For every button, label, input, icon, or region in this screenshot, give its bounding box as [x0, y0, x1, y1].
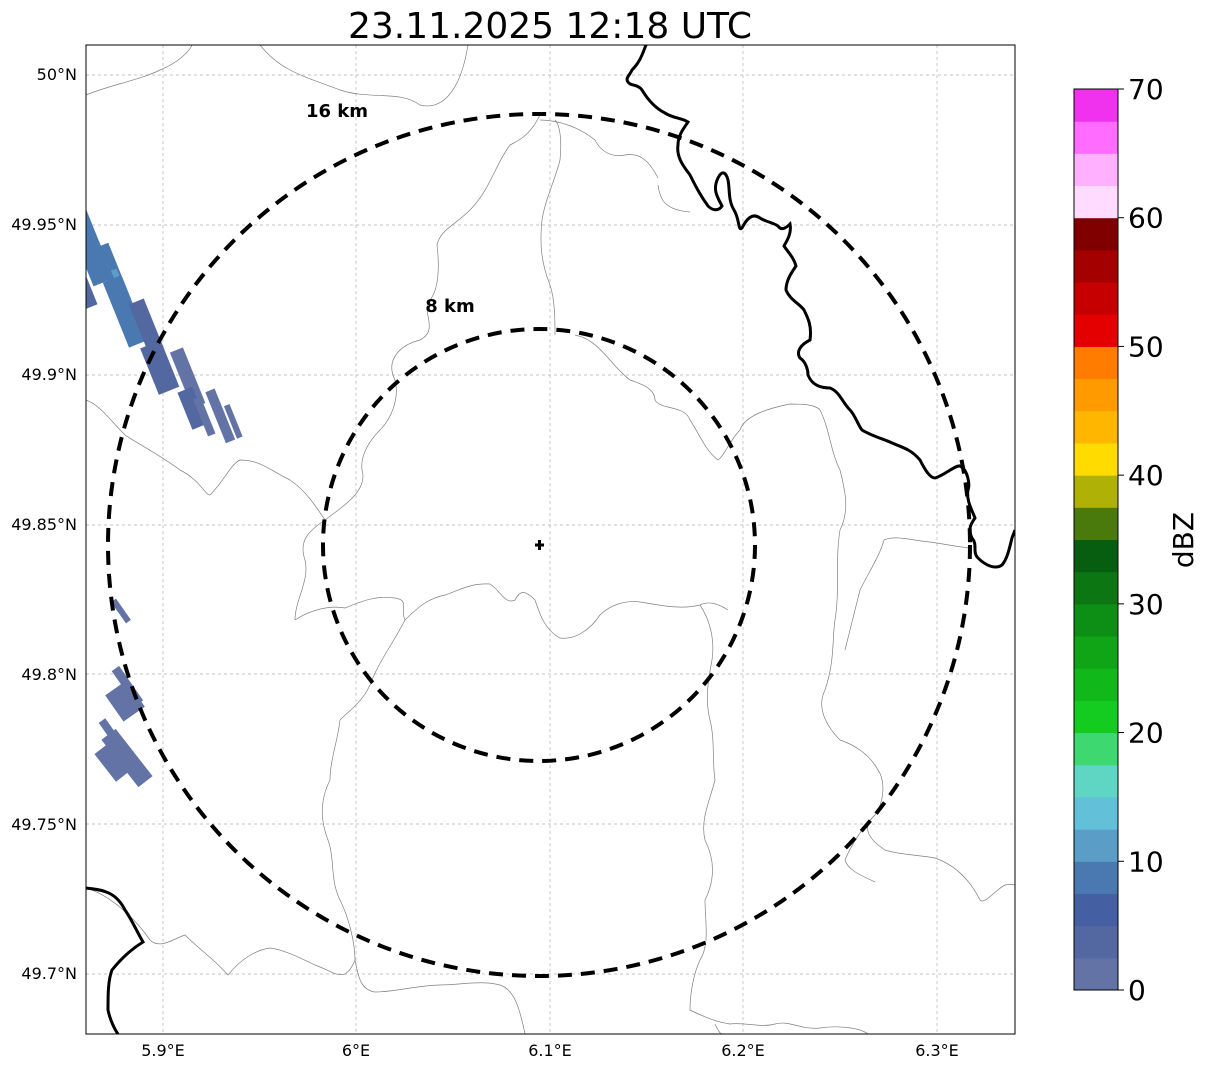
- plus-icon: [535, 540, 544, 550]
- colorbar-ticks: 0 10 20 30 40 50 60 70: [1118, 73, 1164, 1007]
- colorbar-label: dBZ: [1167, 512, 1200, 568]
- colorbar-segment: [1074, 636, 1118, 669]
- colorbar-tick-label: 10: [1128, 845, 1164, 878]
- colorbar-segment: [1074, 249, 1118, 283]
- colorbar-segment: [1074, 121, 1118, 154]
- map-frame: [86, 45, 1015, 1034]
- colorbar-segment: [1074, 475, 1118, 508]
- colorbar-segments: [1074, 89, 1118, 991]
- colorbar-tick-label: 30: [1128, 588, 1164, 621]
- x-tick-label: 5.9°E: [141, 1041, 185, 1060]
- colorbar-segment: [1074, 668, 1118, 701]
- colorbar-segment: [1074, 314, 1118, 347]
- colorbar-segment: [1074, 378, 1118, 412]
- colorbar-segment: [1074, 893, 1118, 927]
- colorbar-tick-label: 0: [1128, 974, 1146, 1007]
- y-tick-label: 49.95°N: [11, 215, 77, 234]
- colorbar-segment: [1074, 539, 1118, 573]
- colorbar-segment: [1074, 346, 1118, 380]
- colorbar-tick-label: 50: [1128, 330, 1164, 363]
- colorbar-segment: [1074, 796, 1118, 830]
- y-tick-label: 49.8°N: [21, 665, 77, 684]
- y-tick-label: 49.85°N: [11, 515, 77, 534]
- colorbar-segment: [1074, 442, 1118, 476]
- y-axis-labels: 50°N 49.95°N 49.9°N 49.85°N 49.8°N 49.75…: [11, 65, 77, 983]
- admin-borders: [86, 45, 1015, 1034]
- colorbar-segment: [1074, 603, 1118, 637]
- colorbar-segment: [1074, 957, 1118, 991]
- colorbar-frame: [1073, 88, 1119, 991]
- colorbar-segment: [1074, 700, 1118, 734]
- colorbar-tick-label: 40: [1128, 459, 1164, 492]
- range-rings: [106, 112, 972, 978]
- reflectivity-cells: [86, 169, 243, 444]
- x-tick-label: 6.3°E: [915, 1041, 959, 1060]
- colorbar-tick-label: 20: [1128, 717, 1164, 750]
- gridlines: [86, 45, 1015, 1034]
- map-panel: 8 km 16 km 5.9°E 6°E 6.1°E 6.2°E 6.3°E 5…: [11, 44, 1016, 1060]
- colorbar-segment: [1074, 861, 1118, 894]
- colorbar-segment: [1074, 410, 1118, 444]
- colorbar-segment: [1074, 153, 1118, 187]
- range-ring-8km: [321, 327, 757, 763]
- colorbar-segment: [1074, 89, 1118, 122]
- colorbar: 0 10 20 30 40 50 60 70 dBZ: [1073, 73, 1200, 1007]
- ring-label-8km: 8 km: [425, 296, 475, 317]
- colorbar-segment: [1074, 829, 1118, 862]
- figure-title: 23.11.2025 12:18 UTC: [348, 6, 752, 47]
- colorbar-segment: [1074, 217, 1118, 251]
- colorbar-tick-label: 60: [1128, 202, 1164, 235]
- x-tick-label: 6°E: [342, 1041, 370, 1060]
- y-tick-label: 49.75°N: [11, 815, 77, 834]
- x-tick-label: 6.2°E: [721, 1041, 765, 1060]
- ring-label-16km: 16 km: [306, 101, 368, 122]
- y-tick-label: 49.7°N: [21, 964, 77, 983]
- colorbar-segment: [1074, 507, 1118, 540]
- colorbar-tick-label: 70: [1128, 73, 1164, 106]
- colorbar-segment: [1074, 571, 1118, 605]
- national-borders: [86, 45, 1015, 1034]
- colorbar-segment: [1074, 282, 1118, 315]
- range-ring-16km: [106, 112, 972, 978]
- colorbar-segment: [1074, 764, 1118, 798]
- y-tick-label: 49.9°N: [21, 365, 77, 384]
- y-tick-label: 50°N: [37, 65, 77, 84]
- map-border: [85, 44, 1016, 1035]
- colorbar-segment: [1074, 925, 1118, 959]
- colorbar-segment: [1074, 185, 1118, 219]
- colorbar-segment: [1074, 732, 1118, 766]
- x-tick-label: 6.1°E: [528, 1041, 572, 1060]
- x-axis-labels: 5.9°E 6°E 6.1°E 6.2°E 6.3°E: [141, 1041, 959, 1060]
